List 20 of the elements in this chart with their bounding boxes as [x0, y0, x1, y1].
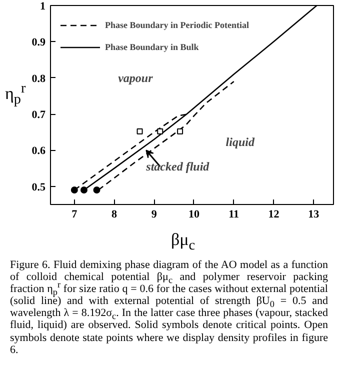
y-tick-label: 0.6 [32, 145, 46, 158]
x-tick-label: 7 [72, 208, 78, 220]
x-tick-label: 11 [228, 208, 240, 220]
x-tick-label: 13 [308, 208, 320, 220]
text: Figure 6. Fluid demixing phase diagram of the AO model as a function of colloid chemical potential βμ$_{c}$ and polymer reservoir packing fraction η$_{p}$$^{r}$ for size ratio q = 0.6 for the cases without external potential (solid line) and with external potential of strength βU$_{0}$ = 0.5 and wavelength λ = 8.192σ$_{c}$. In the latter case three phases (vapour, stacked fluid, liquid) are observed. Solid symbols denote critical points. Open symbols denote state points where we display density profiles in figure 6. [10, 259, 328, 356]
y-tick-label: 0.5 [32, 181, 46, 194]
y-tick-label: 1 [40, 0, 46, 12]
x-tick-label: 9 [151, 208, 158, 220]
x-axis-title: βμ$_{c}$ [170, 230, 196, 254]
y-tick-label: 0.8 [32, 72, 46, 85]
x-tick-label: 8 [112, 208, 118, 220]
legend-label: Phase Boundary in Periodic Potential [105, 19, 249, 31]
x-tick-label: 10 [188, 208, 200, 220]
y-tick-label: 0.9 [32, 36, 46, 49]
y-tick-label: 0.7 [32, 109, 46, 122]
annotation: liquid [226, 134, 256, 149]
annotation: vapour [118, 71, 154, 86]
legend-label: Phase Boundary in Bulk [105, 41, 199, 53]
x-tick-label: 12 [268, 208, 280, 220]
annotation: stacked fluid [145, 160, 210, 174]
